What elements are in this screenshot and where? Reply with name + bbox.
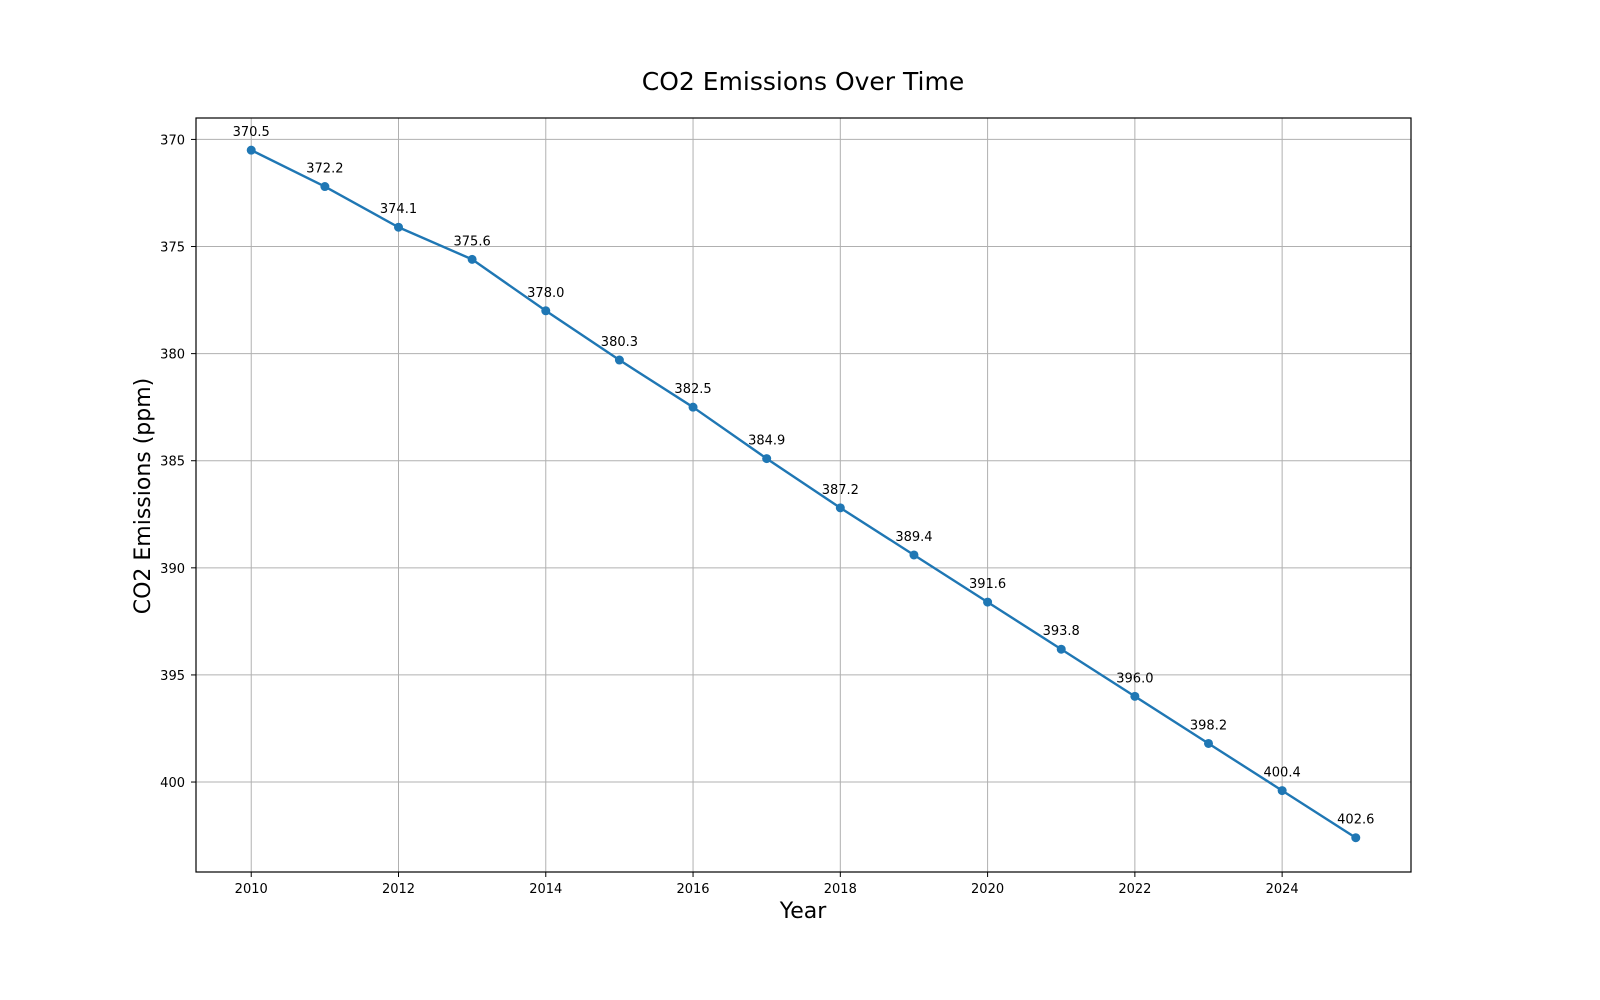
data-point	[1130, 691, 1140, 701]
data-points	[246, 145, 1361, 843]
data-point	[614, 355, 624, 365]
data-label: 378.0	[527, 286, 564, 301]
data-label: 391.6	[969, 577, 1006, 592]
data-label: 382.5	[674, 382, 711, 397]
x-axis-title: Year	[779, 899, 828, 924]
x-tick-label: 2022	[1118, 882, 1151, 897]
y-tick-label: 400	[160, 776, 185, 791]
chart-title: CO2 Emissions Over Time	[642, 67, 964, 96]
data-label: 380.3	[601, 335, 638, 350]
data-point	[1204, 738, 1213, 748]
series-line	[250, 148, 1357, 839]
x-tick-label: 2024	[1266, 882, 1299, 897]
data-point	[394, 222, 403, 232]
y-axis-ticks: 370 375 380 385 390 395 400	[160, 133, 196, 791]
y-tick-label: 385	[160, 455, 185, 470]
y-axis-title: CO2 Emissions (ppm)	[131, 378, 156, 615]
data-label: 402.6	[1337, 813, 1374, 828]
y-tick-label: 375	[160, 241, 185, 256]
grid-lines	[196, 118, 1411, 872]
data-label: 370.5	[233, 125, 270, 140]
data-point	[467, 254, 477, 264]
data-label: 393.8	[1043, 624, 1080, 639]
data-label: 372.2	[306, 162, 343, 177]
data-point	[1351, 833, 1361, 843]
data-point	[983, 597, 993, 607]
y-tick-label: 370	[160, 133, 185, 148]
data-point	[909, 550, 919, 560]
x-axis-ticks: 2010 2012 2014 2016 2018 2020 2022 2024	[235, 872, 1299, 897]
data-label: 396.0	[1116, 671, 1153, 686]
x-tick-label: 2010	[235, 882, 268, 897]
data-point	[688, 402, 698, 412]
data-point	[1277, 786, 1287, 796]
data-label: 398.2	[1190, 718, 1227, 733]
plot-frame	[195, 117, 1412, 873]
data-label: 400.4	[1264, 766, 1301, 781]
series-line-layer	[250, 148, 1357, 839]
data-label: 374.1	[380, 202, 417, 217]
data-label: 384.9	[748, 434, 785, 449]
x-tick-label: 2018	[824, 882, 857, 897]
y-tick-label: 380	[160, 348, 185, 363]
y-tick-label: 395	[160, 669, 185, 684]
data-label: 375.6	[454, 234, 491, 249]
data-point	[541, 306, 551, 316]
x-tick-label: 2016	[676, 882, 709, 897]
y-tick-label: 390	[160, 562, 185, 577]
data-point	[762, 454, 772, 464]
data-label: 389.4	[895, 530, 932, 545]
data-point	[835, 503, 845, 513]
data-labels: 370.5 372.2 374.1 375.6 378.0 380.3 382.5 384.9…	[233, 125, 1375, 828]
data-point	[246, 145, 256, 155]
x-tick-label: 2012	[382, 882, 415, 897]
x-tick-label: 2020	[971, 882, 1004, 897]
x-tick-label: 2014	[529, 882, 562, 897]
data-point	[1056, 644, 1066, 654]
data-point	[320, 182, 330, 192]
data-label: 387.2	[822, 483, 859, 498]
